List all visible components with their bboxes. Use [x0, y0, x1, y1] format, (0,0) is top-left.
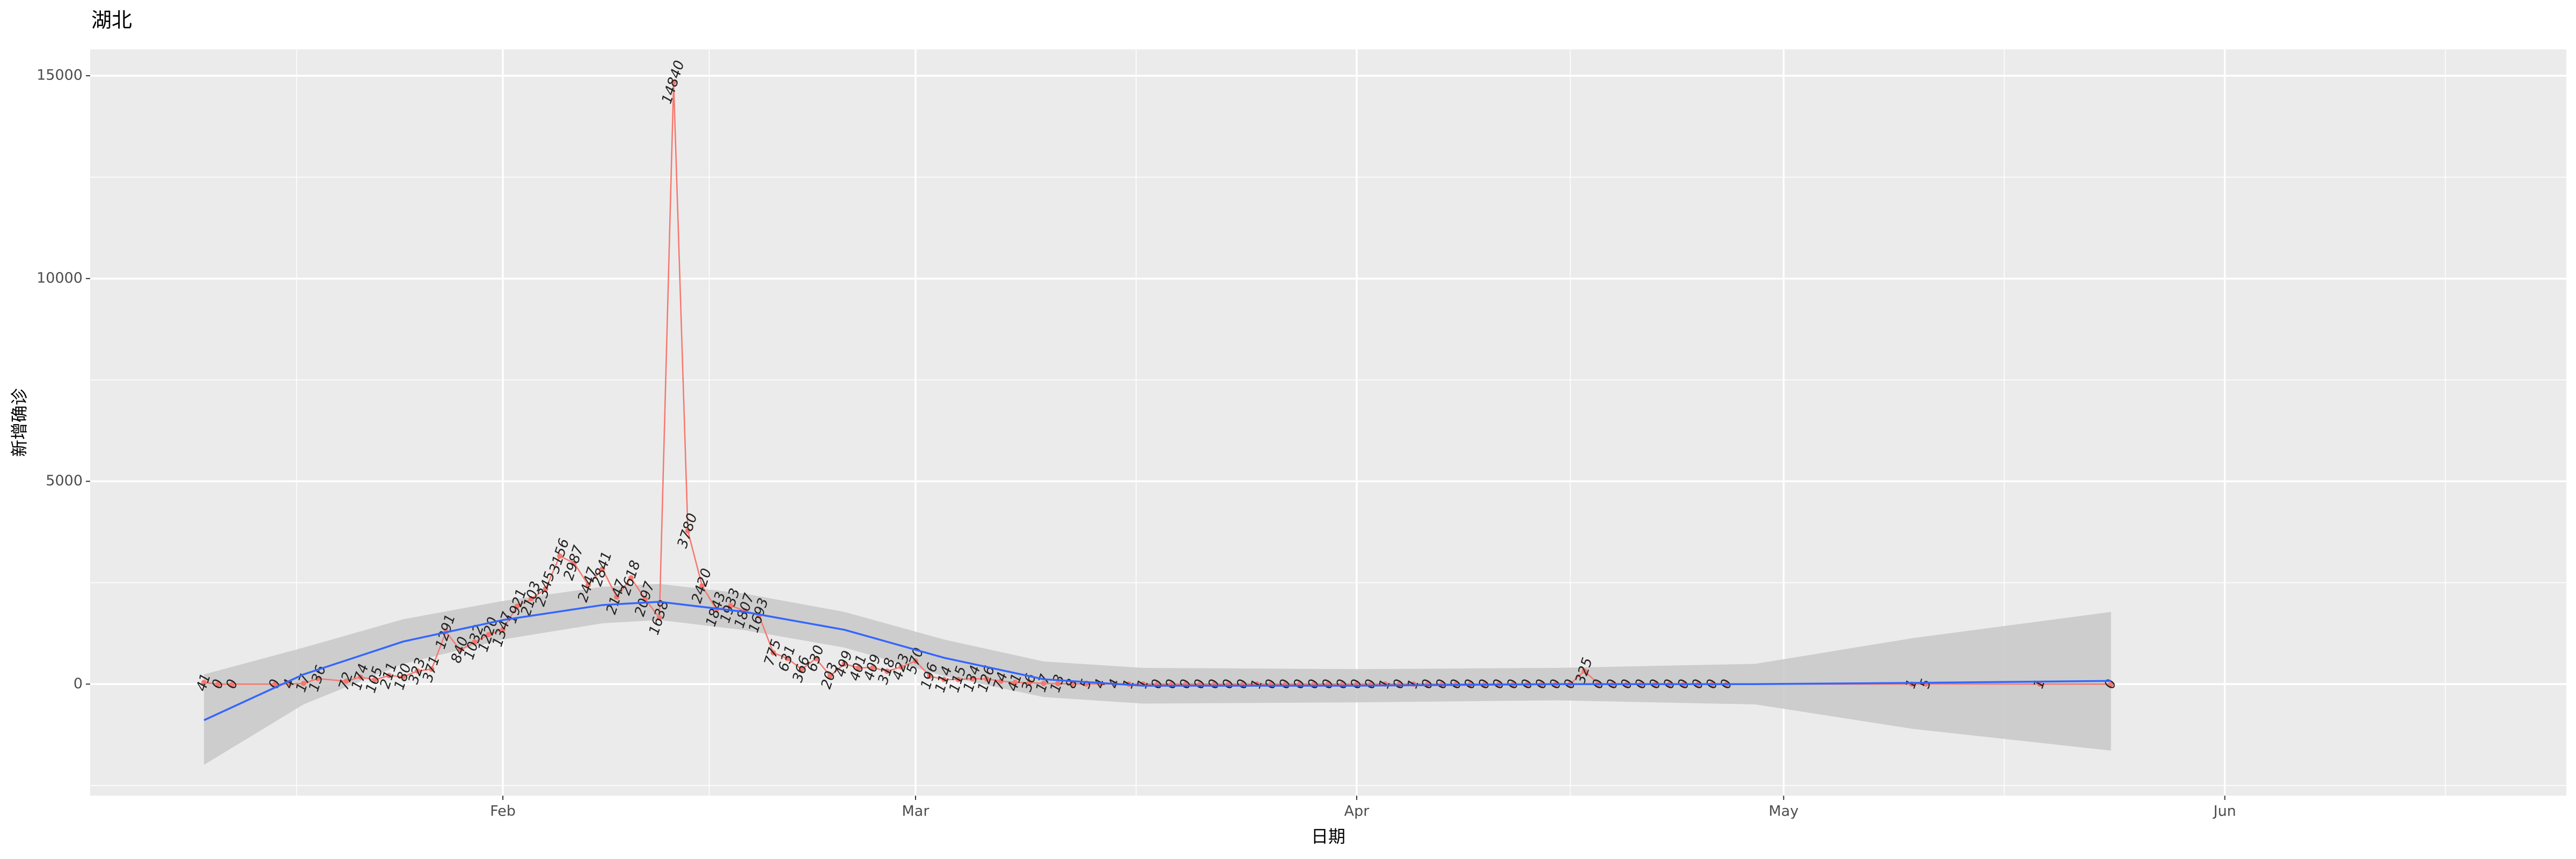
data-point: [870, 665, 876, 671]
data-point: [785, 656, 791, 661]
data-point: [372, 677, 378, 683]
data-point: [301, 680, 306, 686]
data-point: [429, 666, 435, 672]
data-point: [571, 560, 577, 566]
data-point: [898, 664, 904, 670]
y-tick-label: 5000: [46, 472, 83, 489]
data-point: [500, 627, 506, 632]
smooth-line: [203, 601, 2111, 722]
data-point: [970, 676, 976, 682]
data-point: [529, 596, 535, 602]
data-point: [457, 647, 463, 653]
data-point: [1055, 681, 1061, 687]
data-point: [287, 681, 292, 687]
data-point: [770, 650, 776, 656]
data-point: [557, 553, 563, 559]
data-point: [671, 79, 677, 85]
data-point: [1069, 681, 1075, 687]
data-point: [1582, 668, 1587, 674]
data-point: [984, 676, 990, 682]
data-point: [841, 661, 847, 667]
data-point: [272, 681, 278, 687]
data-point: [1012, 680, 1018, 686]
data-point: [656, 615, 662, 621]
data-point: [543, 586, 548, 592]
data-point: [414, 668, 420, 674]
data-point: [2037, 681, 2043, 687]
data-point: [728, 603, 734, 609]
x-axis-title: 日期: [1311, 826, 1345, 847]
data-point: [2108, 681, 2114, 687]
data-point: [215, 681, 221, 687]
x-tick-label: Apr: [1344, 803, 1370, 820]
y-tick-label: 15000: [36, 67, 83, 84]
data-point: [357, 674, 363, 680]
data-point: [315, 675, 321, 681]
data-point: [628, 575, 634, 581]
data-point: [699, 583, 705, 589]
data-point: [343, 678, 349, 684]
data-point: [799, 666, 804, 672]
data-point: [486, 632, 492, 638]
data-point: [642, 596, 648, 602]
x-tick-label: Mar: [902, 803, 930, 820]
data-point: [998, 678, 1004, 684]
data-point: [941, 676, 947, 682]
data-point: [913, 658, 918, 664]
data-point: [201, 680, 207, 686]
chart-title: 湖北: [91, 9, 132, 32]
data-point: [230, 681, 236, 687]
y-axis-title: 新增确诊: [9, 388, 30, 457]
data-point: [471, 639, 477, 645]
data-point: [586, 582, 591, 588]
confidence-band: [204, 584, 2111, 765]
data-point: [514, 603, 520, 609]
data-point: [400, 674, 406, 680]
data-point: [884, 668, 890, 674]
data-point: [927, 673, 933, 679]
data-point: [614, 594, 620, 600]
data-point: [855, 665, 861, 671]
x-tick-label: May: [1769, 803, 1799, 820]
data-point: [827, 673, 833, 679]
data-point: [386, 673, 392, 679]
data-point: [685, 528, 691, 534]
data-point: [599, 566, 605, 572]
y-tick-label: 10000: [36, 270, 83, 286]
data-point: [813, 656, 819, 661]
x-tick-label: Jun: [2212, 803, 2236, 820]
x-tick-label: Feb: [490, 803, 516, 820]
data-point: [1027, 680, 1033, 686]
data-point: [955, 676, 961, 682]
data-point: [1041, 680, 1046, 686]
y-tick-label: 0: [74, 675, 83, 692]
